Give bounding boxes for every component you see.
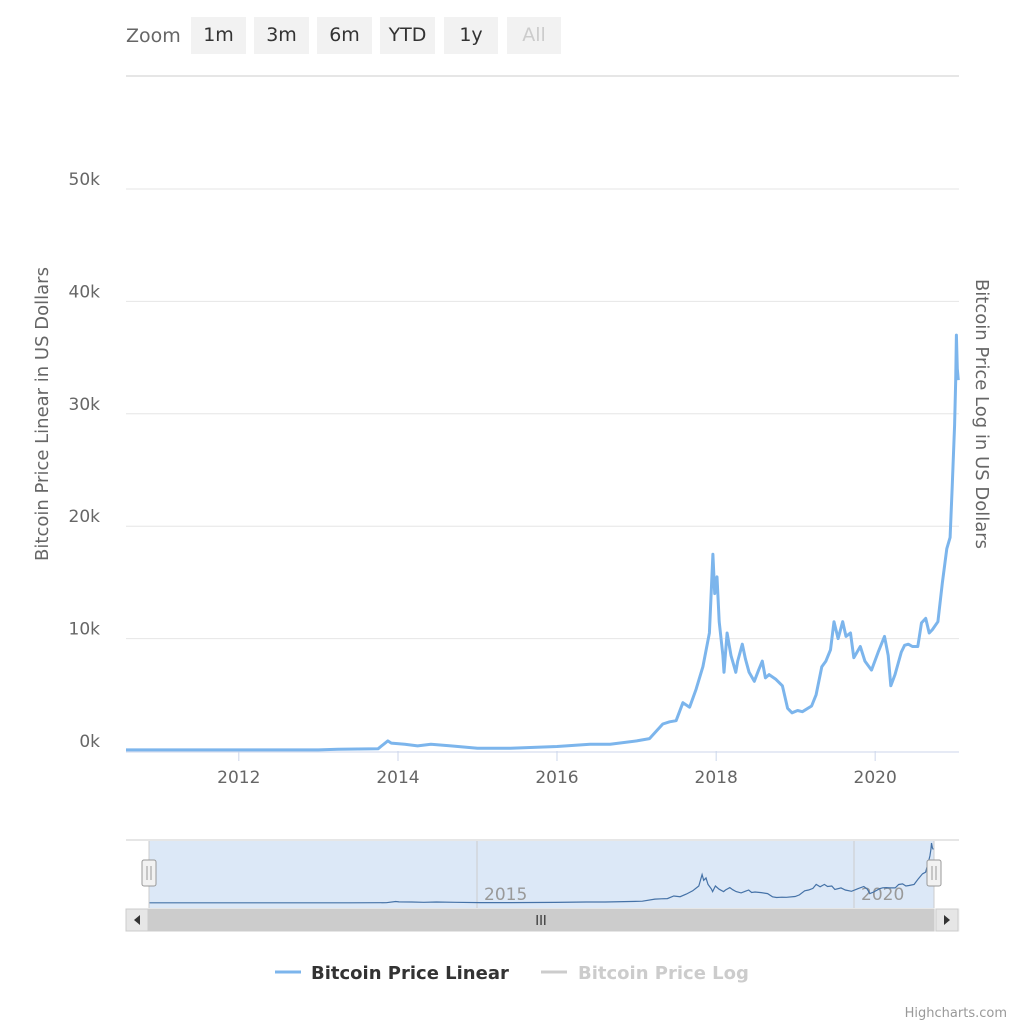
zoom-button-all[interactable]: All	[507, 17, 561, 54]
zoom-button-1y[interactable]: 1y	[444, 17, 498, 54]
y-tick-label: 10k	[69, 620, 101, 640]
zoom-button-3m[interactable]: 3m	[254, 17, 309, 54]
y-tick-label: 50k	[69, 170, 101, 190]
scrollbar[interactable]: III	[125, 908, 960, 932]
zoom-button-label: YTD	[388, 24, 427, 46]
y-tick-label: 20k	[69, 507, 101, 527]
scrollbar-thumb-grip: III	[535, 914, 547, 929]
legend-item-bitcoin-price-log[interactable]: Bitcoin Price Log	[541, 963, 749, 984]
range-selector: Zoom 1m 3m 6m YTD 1y All	[126, 17, 561, 54]
zoom-button-label: All	[522, 24, 546, 46]
x-tick-label: 2014	[376, 768, 419, 788]
navigator-selected-range[interactable]	[149, 841, 934, 908]
x-axis-ticks: 2012 2014 2016 2018 2020	[217, 751, 897, 788]
legend-label-bitcoin-price-linear: Bitcoin Price Linear	[311, 963, 509, 984]
navigator-handle-right[interactable]	[926, 859, 942, 887]
y-axis-title-left: Bitcoin Price Linear in US Dollars	[32, 267, 53, 561]
zoom-button-label: 1y	[459, 24, 482, 46]
scrollbar-right-arrow-icon	[944, 915, 950, 925]
zoom-button-label: 3m	[266, 24, 297, 46]
zoom-button-label: 1m	[203, 24, 234, 46]
scrollbar-thumb[interactable]	[148, 908, 935, 932]
y-axis-ticks: 0k 10k 20k 30k 40k 50k	[69, 170, 101, 752]
zoom-label: Zoom	[126, 25, 181, 47]
navigator-handle-left[interactable]	[141, 859, 157, 887]
y-axis-title-right: Bitcoin Price Log in US Dollars	[971, 279, 992, 549]
x-tick-label: 2012	[217, 768, 260, 788]
series-line-bitcoin-price-linear[interactable]	[126, 333, 960, 752]
legend: Bitcoin Price Linear Bitcoin Price Log	[275, 963, 749, 984]
navigator-tick-2020: 2020	[861, 885, 904, 905]
x-tick-label: 2020	[854, 768, 897, 788]
zoom-button-6m[interactable]: 6m	[317, 17, 372, 54]
y-tick-label: 40k	[69, 282, 101, 302]
legend-label-bitcoin-price-log: Bitcoin Price Log	[578, 963, 749, 984]
y-grid-lines	[126, 188, 959, 640]
x-tick-label: 2016	[535, 768, 578, 788]
legend-item-bitcoin-price-linear[interactable]: Bitcoin Price Linear	[275, 963, 509, 984]
zoom-button-1m[interactable]: 1m	[191, 17, 246, 54]
navigator-tick-2015: 2015	[484, 885, 527, 905]
scrollbar-left-arrow-icon	[134, 915, 140, 925]
x-tick-label: 2018	[695, 768, 738, 788]
zoom-button-ytd[interactable]: YTD	[380, 17, 435, 54]
navigator[interactable]: 2015 2020	[126, 839, 959, 908]
credits-link[interactable]: Highcharts.com	[905, 1006, 1007, 1021]
y-tick-label: 0k	[79, 732, 100, 752]
y-tick-label: 30k	[69, 395, 101, 415]
navigator-series-line	[149, 842, 934, 904]
zoom-button-label: 6m	[329, 24, 360, 46]
